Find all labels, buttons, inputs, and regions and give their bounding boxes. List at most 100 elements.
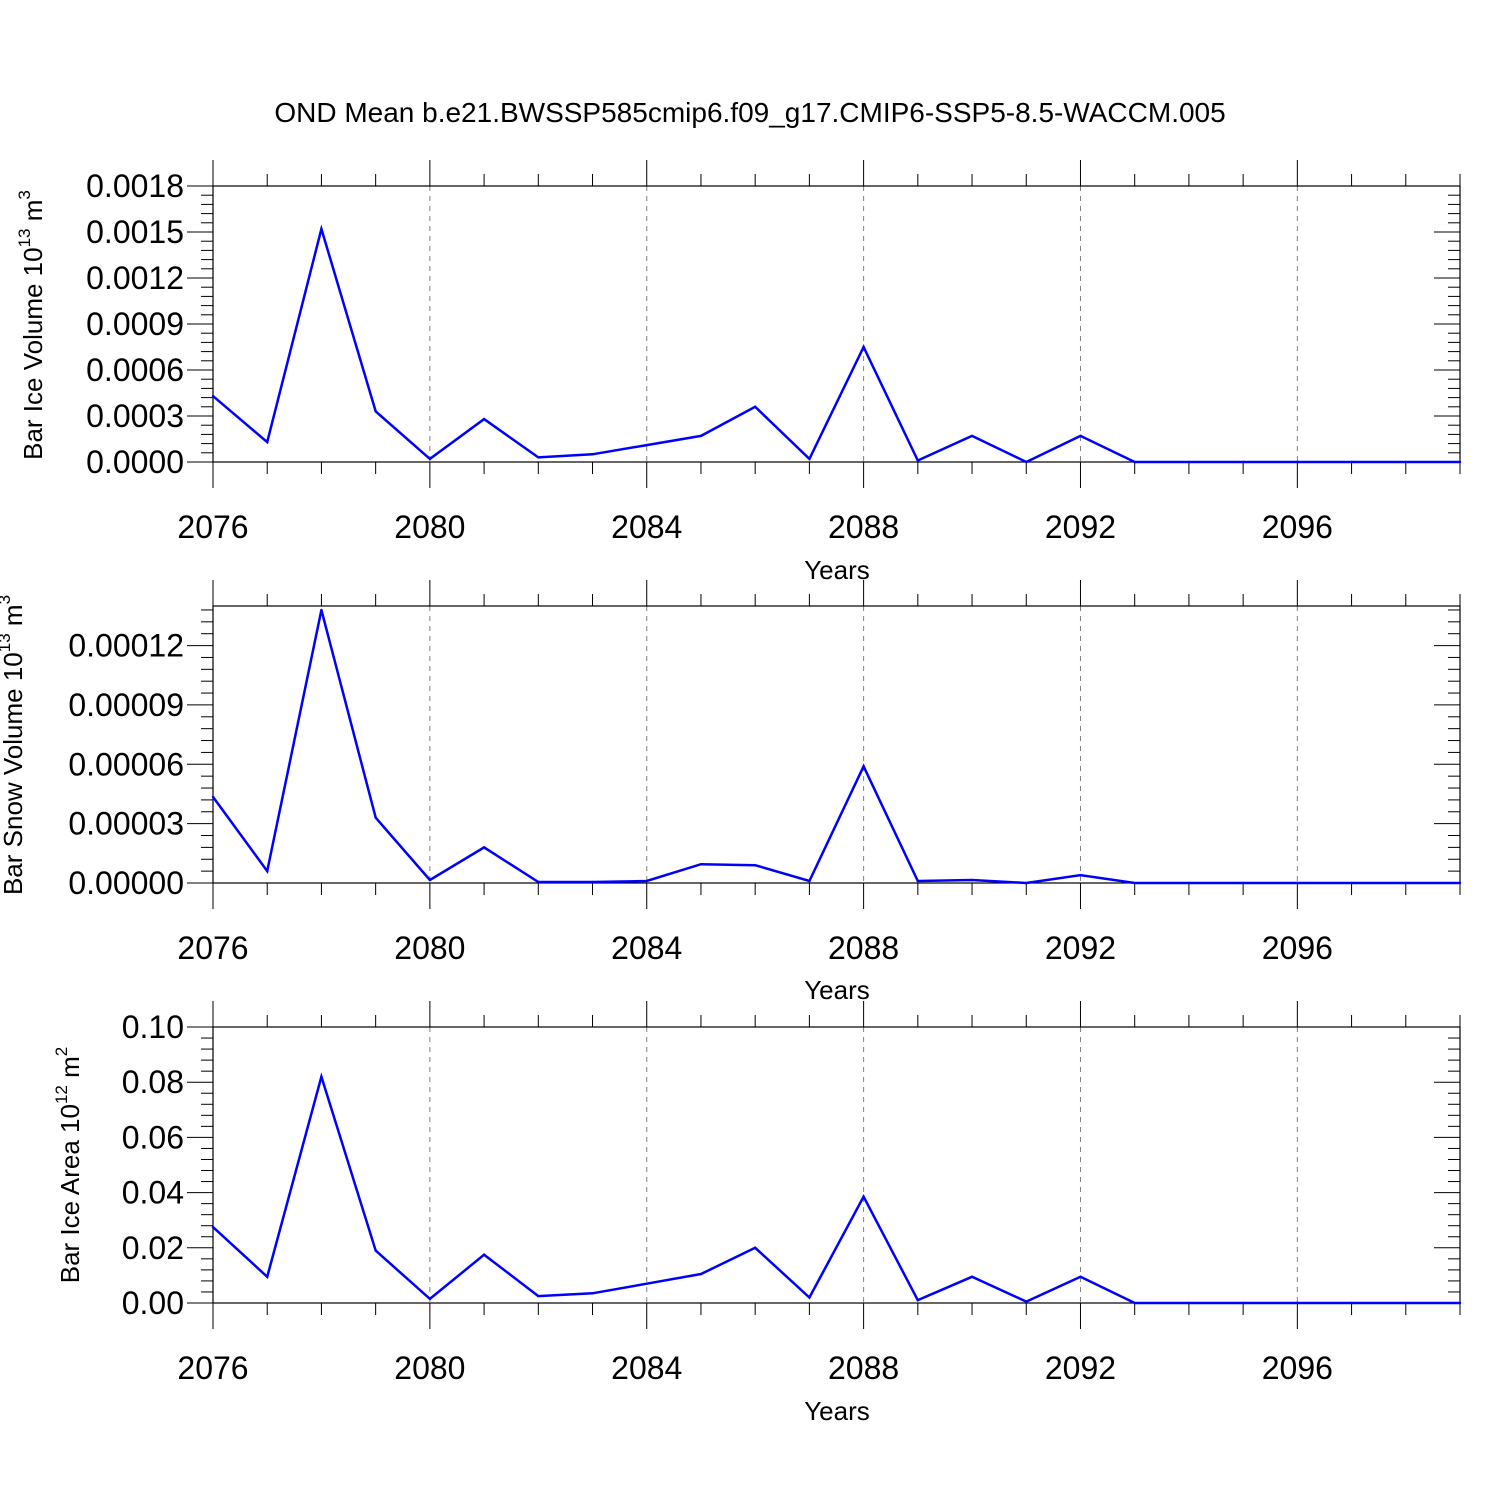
ice-volume-data-point <box>1241 460 1245 464</box>
ice-area-ytick-label: 0.06 <box>122 1119 184 1155</box>
snow-volume-data-point <box>699 863 703 866</box>
ice-volume-ytick-label: 0.0015 <box>86 214 184 250</box>
ice-area-xtick-label: 2096 <box>1262 1350 1333 1386</box>
ice-volume-data-point <box>1187 460 1191 464</box>
ice-volume-ytick-label: 0.0000 <box>86 444 184 480</box>
ice-area-data-point <box>645 1282 648 1285</box>
ice-area-data-point <box>916 1299 920 1302</box>
ice-area-panel: Bar Ice Area 1012 m2 Years 0.00 0.02 0.04 0… <box>52 1001 1462 1426</box>
snow-volume-data-point <box>1404 881 1407 885</box>
ice-area-data-point <box>1187 1301 1191 1305</box>
ice-area-data-point <box>699 1272 703 1276</box>
figure-title: OND Mean b.e21.BWSSP585cmip6.f09_g17.CMI… <box>274 97 1225 128</box>
snow-volume-xtick-label: 2076 <box>177 930 248 966</box>
ice-volume-series-line <box>212 224 1460 464</box>
ice-area-xtick-label: 2080 <box>394 1350 465 1386</box>
ice-area-data-point <box>862 1195 865 1198</box>
ice-area-ytick-label: 0.04 <box>122 1175 184 1211</box>
snow-volume-data-point <box>1187 881 1191 885</box>
ice-volume-data-point <box>808 457 811 461</box>
snow-volume-data-point <box>1350 881 1353 885</box>
snow-volume-xtick-label: 2088 <box>828 930 899 966</box>
snow-volume-data-point <box>374 816 377 819</box>
ice-volume-data-point <box>1296 460 1299 464</box>
snow-volume-ylabel: Bar Snow Volume 1013 m3 <box>0 595 28 895</box>
snow-volume-ytick-label: 0.00006 <box>68 746 184 782</box>
ice-area-data-point <box>1133 1301 1136 1305</box>
ice-volume-data-point <box>537 456 540 459</box>
snow-volume-frame <box>212 605 1461 884</box>
ice-volume-data-point <box>374 410 377 413</box>
snow-volume-data-point <box>428 878 432 882</box>
ice-volume-data-point <box>1350 460 1353 464</box>
ice-area-data-point <box>808 1296 811 1299</box>
ice-area-data-point <box>591 1292 594 1295</box>
snow-volume-data-point <box>970 878 974 882</box>
ice-volume-ylabel: Bar Ice Volume 1013 m3 <box>15 190 48 460</box>
ice-volume-ytick-label: 0.0009 <box>86 306 184 342</box>
snow-volume-ytick-label: 0.00012 <box>68 628 184 664</box>
ice-area-xlabel: Years <box>804 1396 870 1426</box>
snow-volume-data-point <box>591 880 594 884</box>
snow-volume-data-point <box>1079 873 1082 877</box>
ice-volume-xtick-label: 2096 <box>1262 509 1333 545</box>
ice-area-data-point <box>266 1275 269 1278</box>
snow-volume-data-point <box>482 846 486 849</box>
ice-volume-data-point <box>1458 460 1462 464</box>
snow-volume-data-point <box>1458 881 1462 885</box>
ice-area-data-point <box>753 1246 757 1250</box>
ice-volume-xlabel: Years <box>804 555 870 585</box>
ice-volume-data-point <box>320 227 323 231</box>
ice-volume-xtick-label: 2084 <box>611 509 682 545</box>
ice-volume-data-point <box>970 434 974 438</box>
snow-volume-xtick-label: 2084 <box>611 930 682 966</box>
snow-volume-data-point <box>645 879 648 883</box>
snow-volume-xtick-label: 2080 <box>394 930 465 966</box>
ice-volume-data-point <box>428 457 432 461</box>
ice-area-data-point <box>970 1275 974 1278</box>
ice-volume-ytick-label: 0.0018 <box>86 168 184 204</box>
ice-volume-data-point <box>211 394 215 398</box>
snow-volume-panel: Bar Snow Volume 1013 m3 Years 0.00000 0.0… <box>0 580 1462 1005</box>
snow-volume-xtick-label: 2096 <box>1262 930 1333 966</box>
ice-area-xtick-label: 2076 <box>177 1350 248 1386</box>
snow-volume-data-point <box>808 879 811 883</box>
ice-volume-ytick-label: 0.0003 <box>86 398 184 434</box>
ice-area-data-point <box>320 1075 323 1078</box>
ice-area-data-point <box>1458 1301 1462 1305</box>
ice-volume-panel: Bar Ice Volume 1013 m3 Years 0.0000 0.000… <box>15 160 1462 585</box>
ice-area-xtick-label: 2088 <box>828 1350 899 1386</box>
snow-volume-data-point <box>1025 881 1028 885</box>
ice-area-data-point <box>1241 1301 1245 1305</box>
snow-volume-xtick-label: 2092 <box>1045 930 1116 966</box>
snow-volume-data-point <box>537 880 540 884</box>
ice-volume-data-point <box>1404 460 1407 464</box>
ice-area-ytick-label: 0.08 <box>122 1064 184 1100</box>
ice-area-frame <box>212 1026 1461 1304</box>
ice-volume-ytick-label: 0.0006 <box>86 352 184 388</box>
ice-area-data-point <box>374 1249 377 1252</box>
ice-volume-xtick-label: 2076 <box>177 509 248 545</box>
snow-volume-data-point <box>753 863 757 867</box>
snow-volume-ytick-label: 0.00003 <box>68 806 184 842</box>
snow-volume-data-point <box>320 608 323 612</box>
ice-volume-data-point <box>645 443 648 447</box>
ice-area-data-point <box>482 1253 486 1256</box>
ice-volume-data-point <box>591 453 594 456</box>
snow-volume-ytick-label: 0.00009 <box>68 687 184 723</box>
ice-area-data-point <box>211 1225 215 1229</box>
ice-volume-xtick-label: 2092 <box>1045 509 1116 545</box>
snow-volume-xlabel: Years <box>804 975 870 1005</box>
ice-volume-data-point <box>1025 460 1028 464</box>
ice-volume-xtick-label: 2088 <box>828 509 899 545</box>
ice-area-data-point <box>1404 1301 1407 1305</box>
ice-area-xtick-label: 2092 <box>1045 1350 1116 1386</box>
snow-volume-series-line <box>211 609 1460 885</box>
snow-volume-data-point <box>266 869 269 873</box>
ice-volume-data-point <box>862 345 865 349</box>
ice-area-data-point <box>1025 1300 1028 1303</box>
snow-volume-data-point <box>211 795 215 799</box>
ice-area-series-line <box>212 1072 1460 1305</box>
ice-volume-ytick-label: 0.0012 <box>86 260 184 296</box>
ice-volume-data-point <box>753 405 757 408</box>
